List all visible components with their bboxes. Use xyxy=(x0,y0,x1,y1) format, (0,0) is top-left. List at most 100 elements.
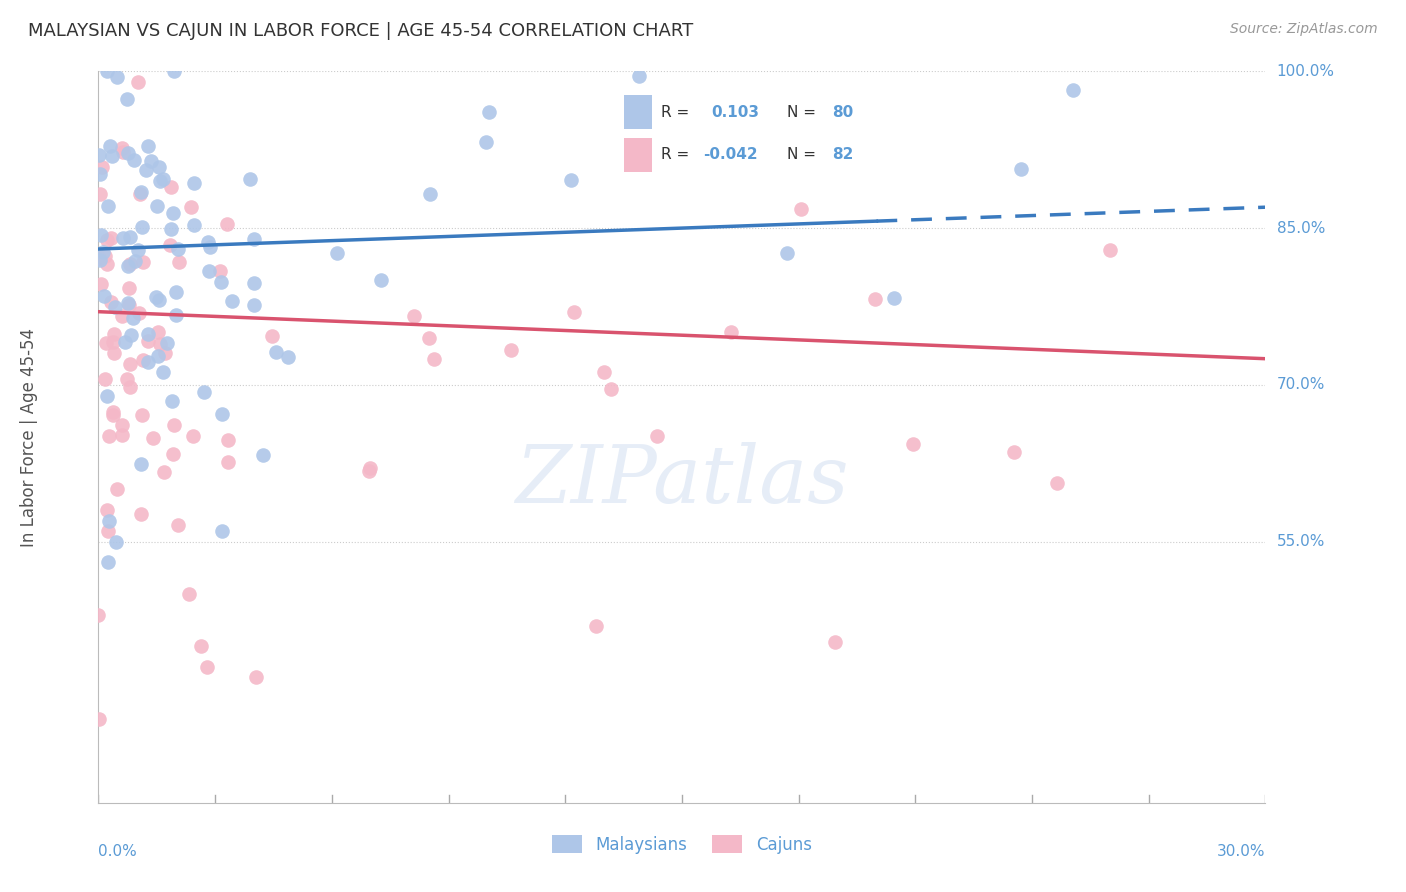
Point xyxy=(167,254,190,268)
Point xyxy=(97,199,120,213)
Point xyxy=(478,105,501,120)
Point xyxy=(215,218,238,232)
Text: R =: R = xyxy=(661,147,689,161)
Point xyxy=(129,457,152,471)
Point xyxy=(141,154,163,169)
Point xyxy=(131,219,153,234)
Point xyxy=(370,273,392,287)
Point xyxy=(146,325,169,339)
Point xyxy=(183,429,205,443)
Point xyxy=(105,70,128,84)
Point xyxy=(104,300,127,314)
Point xyxy=(260,329,283,343)
Point xyxy=(190,639,212,653)
Point xyxy=(111,231,134,245)
Point xyxy=(136,326,159,341)
Point xyxy=(136,334,159,348)
Point xyxy=(89,187,111,202)
Point xyxy=(145,290,167,304)
Point xyxy=(93,289,115,303)
Text: 0.0%: 0.0% xyxy=(98,845,138,860)
Text: MALAYSIAN VS CAJUN IN LABOR FORCE | AGE 45-54 CORRELATION CHART: MALAYSIAN VS CAJUN IN LABOR FORCE | AGE … xyxy=(28,22,693,40)
Point xyxy=(111,309,134,323)
Point xyxy=(120,380,142,394)
Point xyxy=(217,433,239,447)
Point xyxy=(96,64,118,78)
Text: R =: R = xyxy=(661,105,689,120)
Point xyxy=(359,464,381,478)
Point xyxy=(162,447,184,461)
Point xyxy=(120,328,142,343)
Point xyxy=(359,461,381,475)
Point xyxy=(97,524,120,538)
Point xyxy=(243,276,266,290)
Point xyxy=(211,407,233,421)
Point xyxy=(593,365,616,379)
Point xyxy=(105,534,128,549)
Text: 85.0%: 85.0% xyxy=(1277,220,1324,235)
Point xyxy=(217,455,239,469)
Point xyxy=(107,483,129,497)
Point xyxy=(135,163,157,178)
Point xyxy=(419,187,441,202)
Point xyxy=(474,135,496,149)
Point xyxy=(243,231,266,245)
Point xyxy=(165,285,187,299)
Point xyxy=(124,253,146,268)
Point xyxy=(149,174,172,188)
Point xyxy=(103,327,125,342)
Point xyxy=(208,263,231,277)
Point xyxy=(129,186,152,200)
Text: 80: 80 xyxy=(832,105,853,120)
Point xyxy=(211,524,233,538)
Point xyxy=(118,229,141,244)
Point xyxy=(98,138,121,153)
Point xyxy=(863,292,886,306)
Point xyxy=(148,293,170,307)
Point xyxy=(501,343,523,357)
Point xyxy=(94,335,117,350)
Point xyxy=(122,153,145,168)
Point xyxy=(117,259,139,273)
Point xyxy=(645,429,668,443)
Point xyxy=(97,556,120,570)
Point xyxy=(149,336,172,351)
Text: 70.0%: 70.0% xyxy=(1277,377,1324,392)
Point xyxy=(129,507,152,521)
Point xyxy=(87,251,110,265)
Point xyxy=(156,335,179,350)
Point xyxy=(122,311,145,326)
Point xyxy=(221,294,243,309)
Point xyxy=(824,634,846,648)
Point xyxy=(159,238,181,252)
Point xyxy=(239,171,262,186)
Point xyxy=(560,173,582,187)
Point xyxy=(160,221,183,235)
Point xyxy=(152,365,174,379)
Point xyxy=(177,586,200,600)
Point xyxy=(326,245,349,260)
Text: 0.103: 0.103 xyxy=(711,105,759,120)
Point xyxy=(1002,444,1025,458)
Point xyxy=(117,296,139,310)
Point xyxy=(599,382,621,396)
Point xyxy=(198,264,221,278)
Point xyxy=(198,239,221,253)
Point xyxy=(148,349,170,363)
Point xyxy=(562,305,585,319)
Point xyxy=(131,409,153,423)
Point xyxy=(132,352,155,367)
Point xyxy=(89,712,111,726)
Point xyxy=(100,294,122,309)
Point xyxy=(117,145,139,160)
Point xyxy=(264,345,287,359)
Text: -0.042: -0.042 xyxy=(703,147,758,161)
Point xyxy=(96,503,118,517)
Point xyxy=(87,607,110,622)
Point xyxy=(627,69,650,83)
Text: 82: 82 xyxy=(832,147,853,161)
Point xyxy=(91,245,114,260)
Point xyxy=(127,243,149,257)
Point xyxy=(87,148,110,162)
Point xyxy=(115,372,138,386)
